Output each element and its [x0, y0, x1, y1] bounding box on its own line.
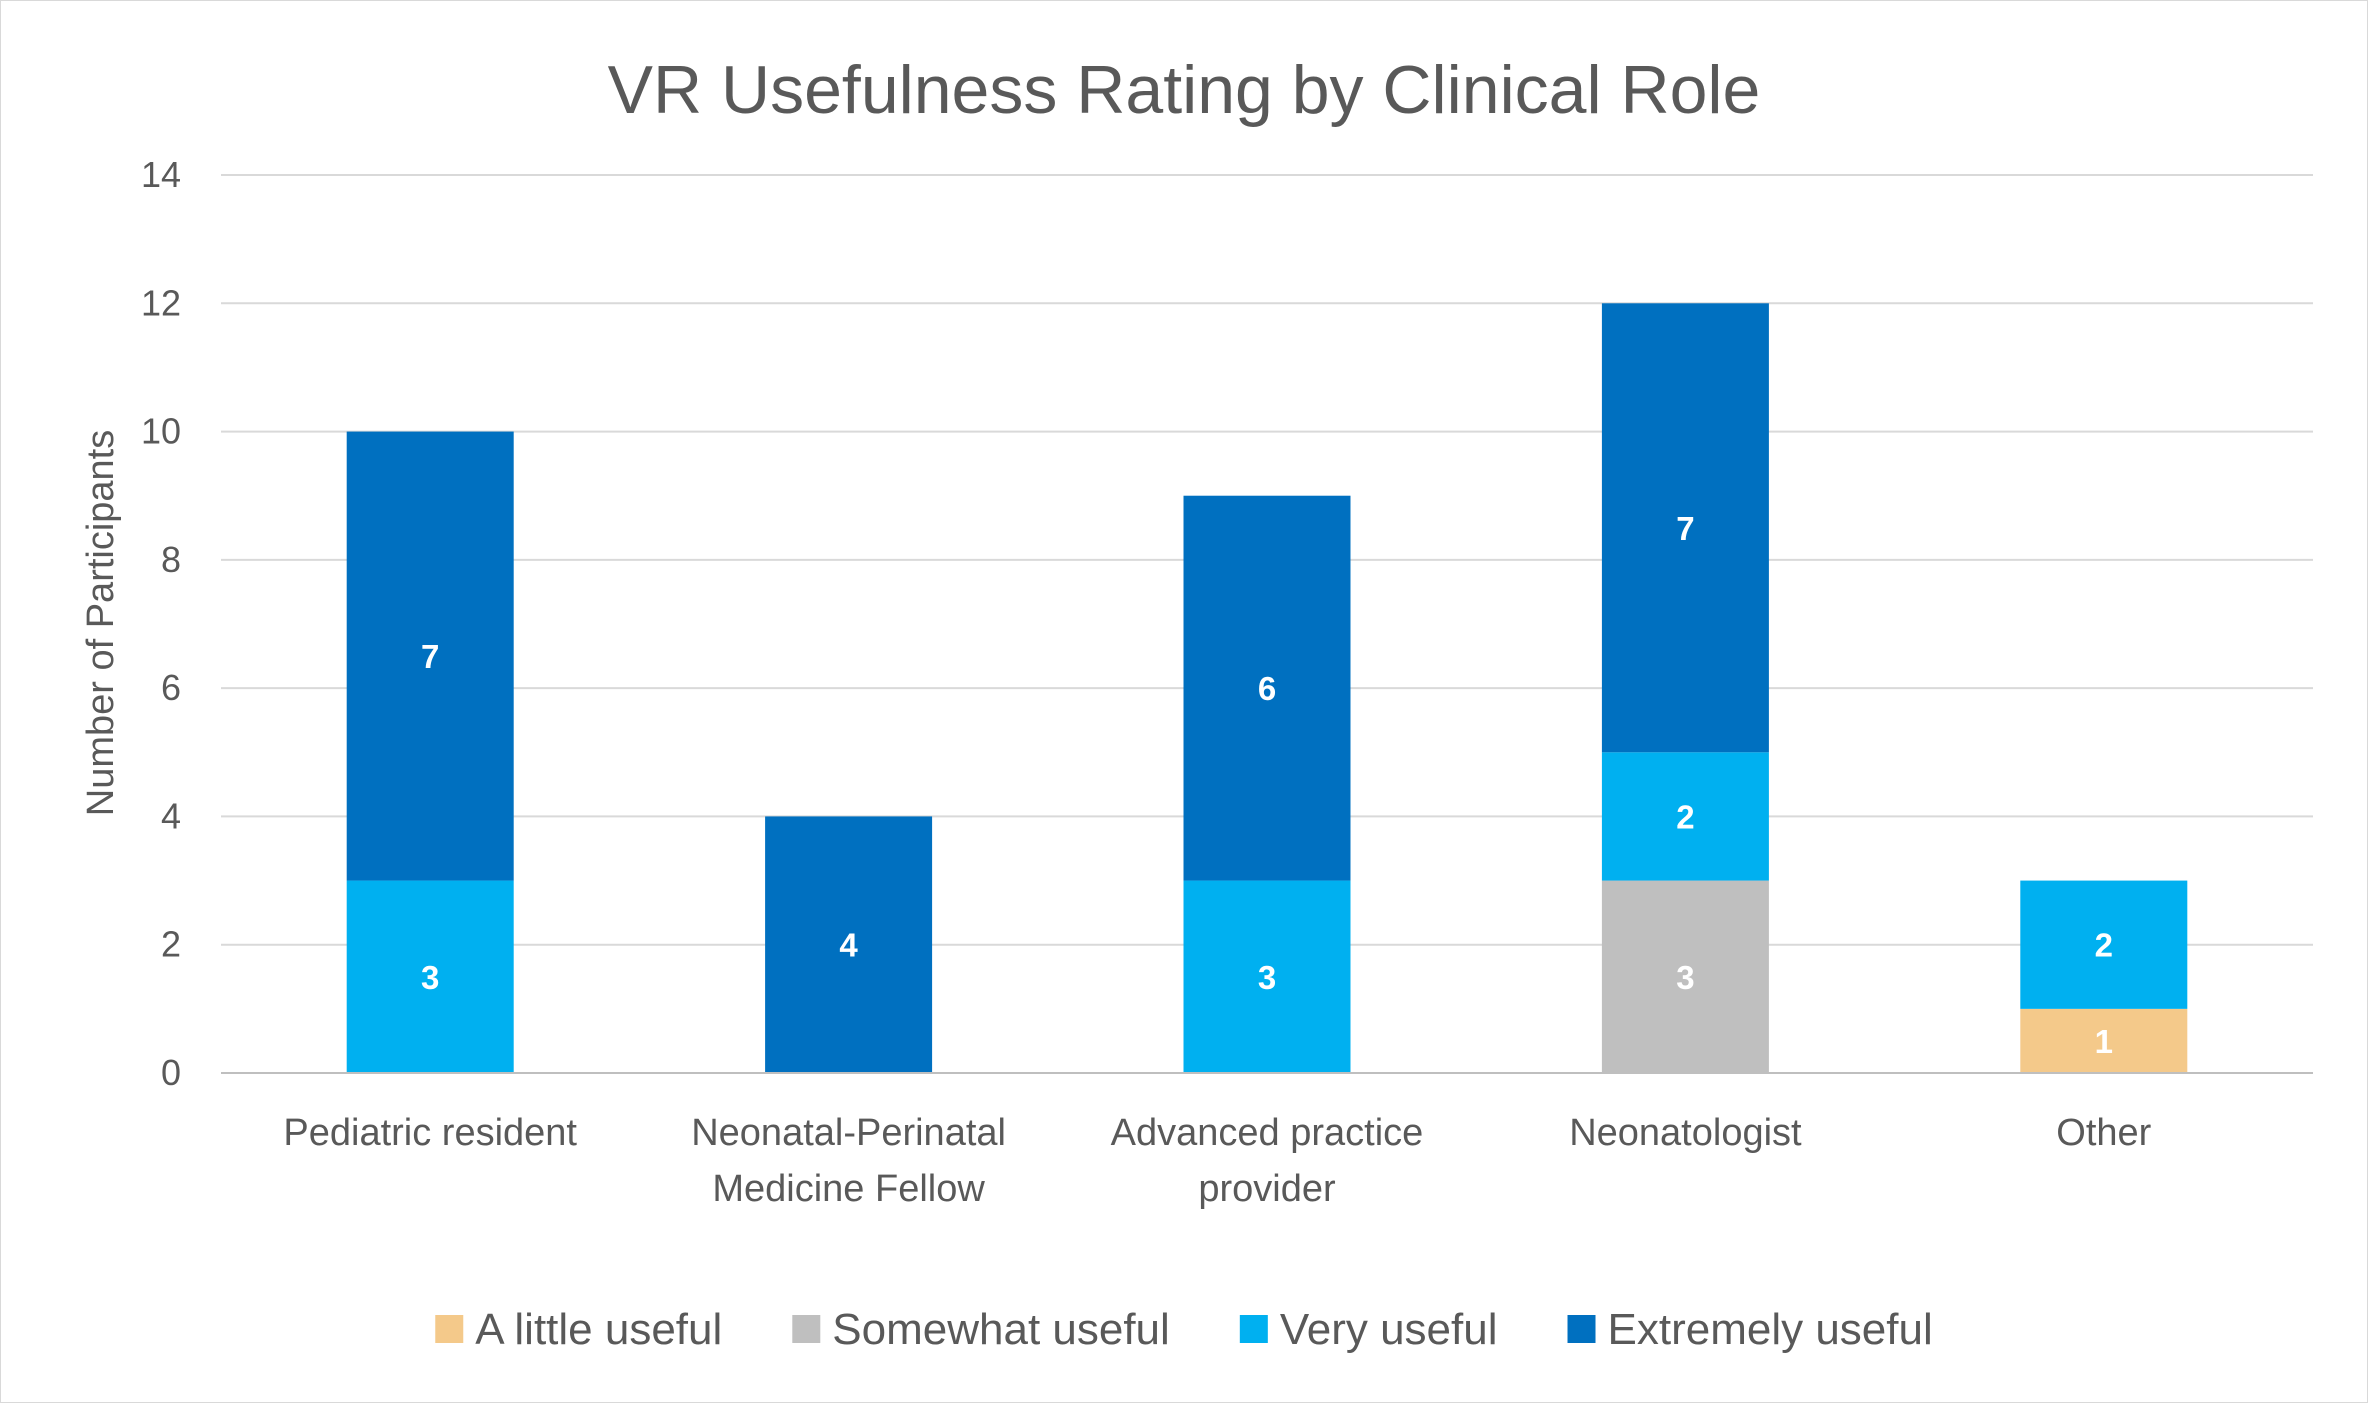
bar-segment: [346, 880, 514, 1073]
data-label: 7: [421, 638, 439, 675]
x-tick-label: Other: [2056, 1112, 2151, 1154]
data-label: 3: [421, 959, 439, 996]
data-label: 1: [2095, 1023, 2113, 1060]
data-label: 3: [1676, 959, 1694, 996]
legend: A little useful Somewhat useful Very usefu…: [435, 1305, 1933, 1354]
y-tick-label: 8: [161, 539, 181, 580]
legend-swatch: [792, 1315, 821, 1343]
bar-segment: [1601, 880, 1769, 1073]
legend-label: Somewhat useful: [832, 1305, 1170, 1354]
legend-label: Very useful: [1280, 1305, 1498, 1354]
bar-segment: [1183, 495, 1351, 881]
legend-swatch: [1239, 1315, 1268, 1343]
y-axis-label: Number of Participants: [80, 430, 122, 817]
legend-label: Extremely useful: [1608, 1305, 1933, 1354]
data-label: 2: [1676, 798, 1694, 835]
legend-swatch: [435, 1315, 464, 1343]
data-label: 4: [839, 927, 858, 964]
x-tick-label: Medicine Fellow: [712, 1168, 985, 1210]
bars: [346, 303, 2188, 1073]
legend-label: A little useful: [475, 1305, 722, 1354]
y-axis-ticks: 0 2 4 6 8 10 12 14: [141, 154, 181, 1093]
y-tick-label: 6: [161, 667, 181, 708]
bar-segment: [1601, 303, 1769, 753]
bar-segment: [2020, 1008, 2188, 1073]
data-label: 7: [1676, 510, 1694, 547]
x-axis-ticks: Pediatric resident Neonatal-Perinatal Medi…: [283, 1112, 2151, 1210]
y-tick-label: 14: [141, 154, 181, 195]
bar-segment: [1601, 752, 1769, 881]
y-tick-label: 12: [141, 282, 181, 323]
y-tick-label: 0: [161, 1052, 181, 1093]
bar-segment: [346, 431, 514, 881]
chart-title: VR Usefulness Rating by Clinical Role: [608, 52, 1761, 128]
data-label: 3: [1258, 959, 1276, 996]
x-tick-label: provider: [1198, 1168, 1336, 1210]
y-tick-label: 2: [161, 924, 181, 965]
y-tick-label: 10: [141, 411, 181, 452]
x-tick-label: Advanced practice: [1111, 1112, 1424, 1154]
x-tick-label: Neonatal-Perinatal: [691, 1112, 1006, 1154]
y-tick-label: 4: [161, 795, 181, 836]
data-label: 2: [2095, 927, 2113, 964]
x-tick-label: Pediatric resident: [283, 1112, 577, 1154]
x-tick-label: Neonatologist: [1569, 1112, 1802, 1154]
bar-segment: [2020, 880, 2188, 1009]
bar-segment: [765, 816, 933, 1073]
legend-swatch: [1567, 1315, 1596, 1343]
data-label: 6: [1258, 670, 1276, 707]
bar-segment: [1183, 880, 1351, 1073]
